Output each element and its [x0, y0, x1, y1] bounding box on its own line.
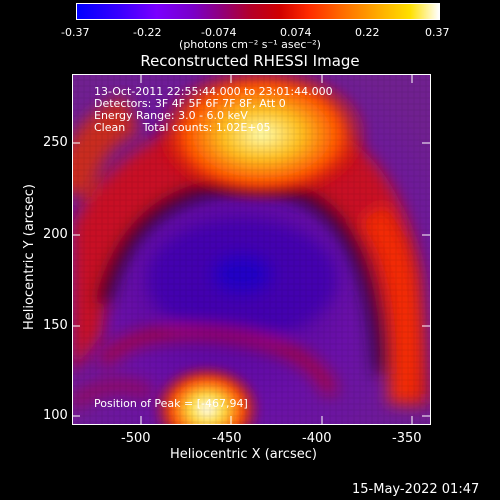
colorbar-tick: 0.22	[355, 26, 380, 39]
colorbar-tick: 0.074	[280, 26, 312, 39]
annotation-line: Clean Total counts: 1.02E+05	[94, 121, 271, 134]
peak-annotation: Position of Peak = [-467,94]	[94, 397, 248, 410]
y-tick-label: 200	[43, 227, 68, 242]
x-tick-marks	[140, 75, 413, 424]
heatmap-plot: 13-Oct-2011 22:55:44.000 to 23:01:44.000…	[72, 74, 430, 424]
x-tick-label: -400	[302, 431, 332, 446]
colorbar-tick: -0.074	[201, 26, 237, 39]
colorbar	[76, 3, 440, 20]
timestamp: 15-May-2022 01:47	[352, 482, 480, 497]
annotation-line: Detectors: 3F 4F 5F 6F 7F 8F, Att 0	[94, 97, 286, 110]
heatmap-svg	[72, 74, 430, 424]
x-axis-label: Heliocentric X (arcsec)	[170, 447, 317, 462]
colorbar-units: (photons cm⁻² s⁻¹ asec⁻²)	[179, 38, 321, 51]
plot-border	[72, 74, 431, 425]
x-tick-label: -500	[121, 431, 151, 446]
y-tick-label: 150	[43, 318, 68, 333]
annotation-line: 13-Oct-2011 22:55:44.000 to 23:01:44.000	[94, 85, 333, 98]
y-axis-label: Heliocentric Y (arcsec)	[22, 184, 37, 330]
y-tick-label: 100	[43, 408, 68, 423]
obs-annotation: 13-Oct-2011 22:55:44.000 to 23:01:44.000…	[94, 86, 333, 134]
colorbar-tick: -0.22	[133, 26, 162, 39]
y-tick-label: 250	[43, 135, 68, 150]
x-tick-label: -450	[212, 431, 242, 446]
colorbar-tick: 0.37	[425, 26, 450, 39]
chart-title: Reconstructed RHESSI Image	[140, 52, 360, 70]
x-tick-label: -350	[392, 431, 422, 446]
y-tick-marks	[72, 142, 430, 417]
colorbar-tick: -0.37	[61, 26, 90, 39]
annotation-line: Energy Range: 3.0 - 6.0 keV	[94, 109, 248, 122]
pixel-grid	[72, 74, 430, 424]
